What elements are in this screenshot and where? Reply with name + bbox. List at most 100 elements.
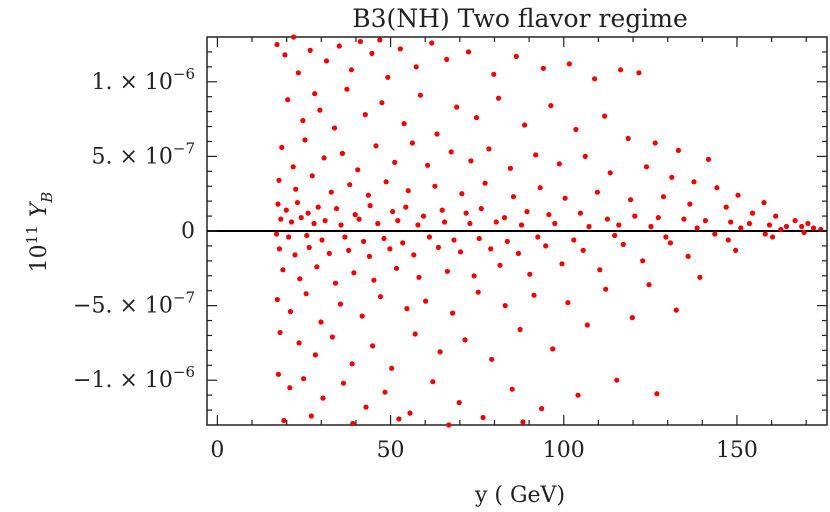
data-point (562, 195, 568, 201)
data-point (287, 309, 294, 315)
data-point (311, 220, 317, 227)
data-point (274, 231, 280, 237)
data-point (480, 414, 486, 421)
data-point (411, 252, 417, 258)
data-point (279, 144, 285, 150)
data-point (566, 61, 572, 67)
data-point (565, 300, 571, 306)
data-point (377, 294, 384, 300)
data-point (539, 406, 545, 412)
data-point (629, 315, 635, 321)
data-point (673, 307, 679, 313)
data-point (604, 216, 611, 222)
data-point (778, 226, 784, 233)
data-point (792, 218, 798, 224)
data-point (799, 223, 805, 230)
data-points (274, 34, 824, 428)
x-tick-label: 50 (377, 438, 405, 463)
data-point (533, 152, 539, 158)
data-point (382, 389, 388, 395)
data-point (405, 188, 411, 194)
data-point (355, 167, 361, 173)
data-point (274, 297, 280, 303)
data-point (702, 218, 709, 224)
data-point (465, 49, 472, 55)
data-point (687, 201, 693, 207)
data-point (328, 189, 334, 195)
data-point (444, 56, 450, 63)
data-point (691, 179, 697, 185)
data-point (275, 371, 281, 377)
data-point (389, 365, 395, 371)
data-point (454, 104, 460, 110)
data-point (486, 146, 492, 152)
data-point (306, 244, 312, 250)
data-point (356, 216, 362, 222)
data-point (513, 53, 519, 60)
data-point (805, 220, 811, 227)
data-point (426, 234, 432, 240)
data-point (437, 349, 443, 355)
data-point (444, 268, 450, 274)
data-point (366, 253, 372, 259)
data-point (456, 400, 462, 406)
data-point (442, 219, 448, 225)
data-point (395, 218, 401, 224)
data-point (643, 164, 650, 170)
data-point (546, 212, 552, 218)
data-point (430, 379, 436, 385)
data-point (280, 267, 286, 273)
data-point (434, 131, 440, 137)
data-point (387, 246, 393, 252)
data-point (314, 264, 320, 270)
data-point (276, 246, 282, 252)
data-point (475, 289, 481, 295)
data-point (397, 46, 403, 52)
data-point (352, 212, 358, 218)
data-point (507, 165, 513, 171)
data-point (307, 47, 313, 54)
data-point (618, 67, 624, 73)
data-point (509, 386, 515, 392)
data-point (524, 209, 530, 215)
data-point (323, 58, 330, 64)
data-point (489, 356, 495, 362)
data-point (496, 95, 502, 101)
data-point (762, 231, 768, 237)
data-point (349, 361, 355, 367)
data-point (333, 206, 340, 212)
data-point (712, 231, 718, 237)
data-point (377, 37, 383, 43)
data-point (340, 380, 347, 386)
data-point (338, 222, 344, 228)
data-point (435, 244, 441, 250)
data-point (749, 210, 756, 216)
data-point (556, 161, 562, 167)
data-point (361, 238, 367, 244)
data-point (432, 183, 438, 189)
data-point (379, 100, 385, 106)
data-point (592, 76, 598, 82)
y-axis-label-base: 10 (27, 244, 52, 272)
chart-title: B3(NH) Two flavor regime (352, 4, 688, 33)
data-point (697, 274, 703, 280)
data-point (318, 319, 324, 325)
data-point (373, 143, 379, 149)
data-point (347, 182, 353, 188)
data-point (365, 192, 371, 198)
data-point (451, 237, 457, 243)
data-point (371, 277, 377, 283)
y-tick-label: −1. × 10−6 (73, 363, 195, 393)
data-point (393, 265, 400, 271)
y-tick-label: −5. × 10−7 (73, 289, 195, 319)
data-point (413, 64, 419, 70)
data-point (632, 213, 638, 219)
data-point (429, 40, 435, 46)
data-point (281, 417, 287, 424)
data-point (276, 177, 282, 183)
data-point (491, 71, 497, 77)
data-point (425, 162, 431, 168)
data-point (448, 149, 454, 155)
data-point (504, 238, 510, 244)
